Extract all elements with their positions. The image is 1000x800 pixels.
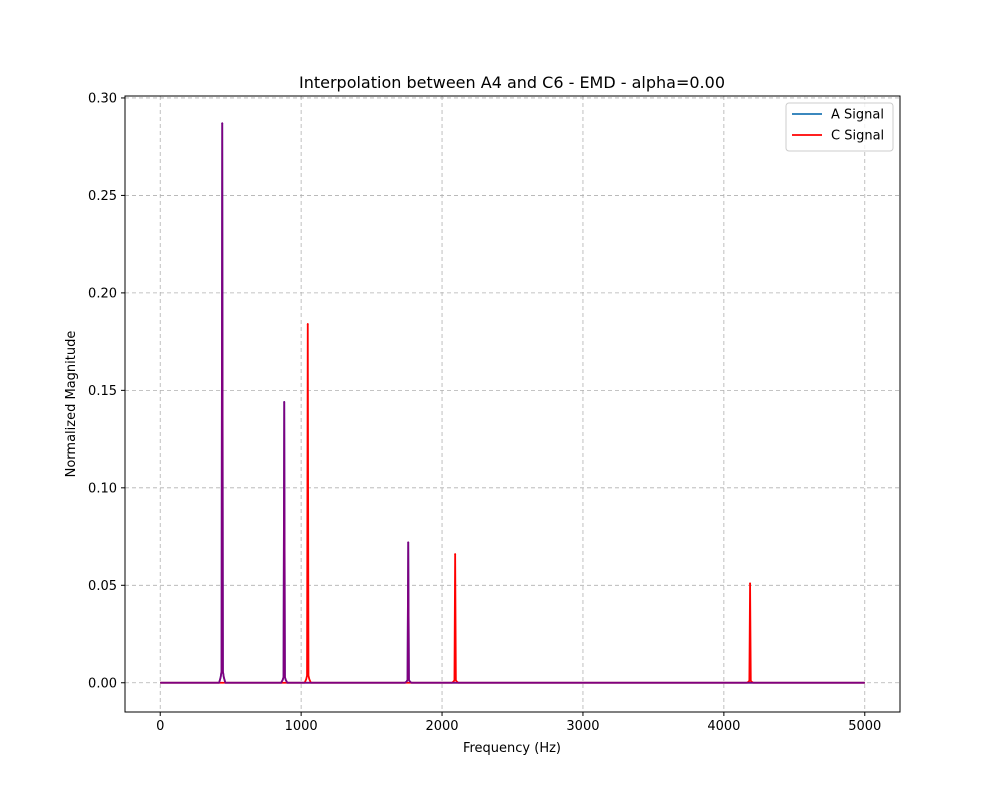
tick-layer: 0 1000 2000 3000 4000 5000 0.00 0.05 0.10 0.15 0.2… [88,91,881,734]
series-c-signal-peak-point [306,323,309,325]
legend-box [785,102,894,152]
x-tick-label: 4000 [707,719,740,734]
legend: A Signal C Signal [785,102,894,152]
y-tick-label: 0.30 [88,91,117,106]
series-layer [160,122,865,684]
x-tick-label: 0 [156,719,164,734]
series-2 [160,122,865,684]
y-tick-label: 0.05 [88,579,117,594]
series-c-signal-peak-point [749,582,751,585]
legend-label: A Signal [831,108,884,123]
grid-layer [125,96,900,712]
x-axis-label: Frequency (Hz) [463,741,561,756]
y-tick-label: 0.20 [88,286,117,301]
x-tick-label: 1000 [285,719,318,734]
y-tick-label: 0.25 [88,189,117,204]
series-c-signal-peak-point [454,553,457,556]
y-axis-label: Normalized Magnitude [64,331,79,478]
x-tick-label: 5000 [848,719,881,734]
y-tick-label: 0.00 [88,676,117,691]
y-tick-label: 0.15 [88,384,117,399]
plot-frame [124,95,901,713]
series-2-peak-point [407,541,410,544]
series-2-peak-point [283,401,286,403]
x-tick-label: 3000 [566,719,599,734]
series-c-signal [160,323,865,684]
x-tick-label: 2000 [425,719,458,734]
legend-label: C Signal [831,129,884,144]
chart-title: Interpolation between A4 and C6 - EMD - … [299,73,725,92]
series-2-peak-point [221,122,224,125]
y-tick-label: 0.10 [88,481,117,496]
